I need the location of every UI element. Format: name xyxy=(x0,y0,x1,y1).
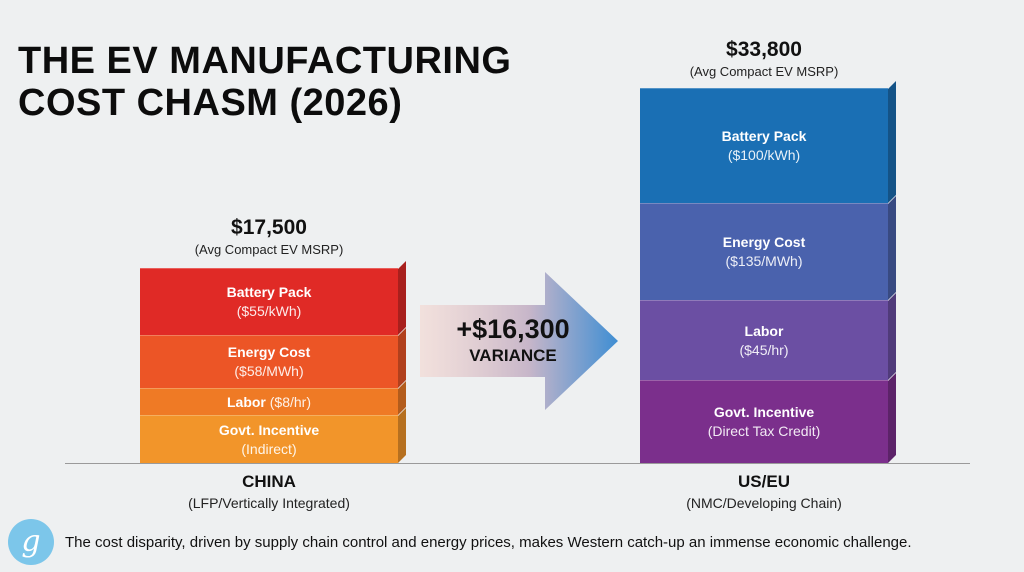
useu-stack: Battery Pack ($100/kWh) Energy Cost ($135/M… xyxy=(640,81,896,463)
category-useu-label: US/EU xyxy=(738,472,790,491)
segment-side xyxy=(398,261,406,335)
segment-name: Labor xyxy=(226,393,266,410)
segment-name: Energy Cost xyxy=(227,344,311,360)
segment-labor: Labor ($8/hr) xyxy=(140,381,406,415)
segment-battery-pack: Battery Pack ($100/kWh) xyxy=(640,81,896,203)
useu-total: $33,800 (Avg Compact EV MSRP) xyxy=(640,38,888,79)
segment-detail: ($100/kWh) xyxy=(727,147,801,163)
segment-name: Battery Pack xyxy=(721,128,807,144)
segment-side xyxy=(888,293,896,380)
segment-side xyxy=(888,81,896,203)
segment-detail: ($45/hr) xyxy=(739,341,789,358)
script-g-logo-icon: g xyxy=(8,519,54,565)
segment-govt-incentive: Govt. Incentive (Direct Tax Credit) xyxy=(640,373,896,463)
category-china-subtitle: (LFP/Vertically Integrated) xyxy=(188,495,350,511)
variance-label: +$16,300 VARIANCE xyxy=(438,314,588,366)
segment-detail: ($135/MWh) xyxy=(725,253,803,269)
segment-detail: (Direct Tax Credit) xyxy=(707,423,821,439)
segment-detail: ($55/kWh) xyxy=(236,303,302,319)
segment-battery-pack: Battery Pack ($55/kWh) xyxy=(140,261,406,335)
segment-side xyxy=(888,373,896,463)
segment-detail: ($8/hr) xyxy=(269,393,311,410)
page-title: THE EV MANUFACTURING COST CHASM (2026) xyxy=(18,40,511,124)
china-stack: Battery Pack ($55/kWh) Energy Cost ($58/MWh… xyxy=(140,261,406,463)
variance-arrow xyxy=(420,272,618,410)
caption: The cost disparity, driven by supply cha… xyxy=(65,534,912,551)
variance-amount: +$16,300 xyxy=(456,314,570,344)
useu-total-value: $33,800 xyxy=(726,38,802,61)
segment-side xyxy=(888,196,896,300)
segment-energy-cost: Energy Cost ($135/MWh) xyxy=(640,196,896,300)
segment-detail: (Indirect) xyxy=(241,440,297,457)
segment-labor: Labor ($45/hr) xyxy=(640,293,896,380)
segment-name: Battery Pack xyxy=(226,284,312,300)
category-useu: US/EU (NMC/Developing Chain) xyxy=(640,472,888,511)
china-total: $17,500 (Avg Compact EV MSRP) xyxy=(140,216,398,257)
category-china-label: CHINA xyxy=(242,472,296,491)
segment-energy-cost: Energy Cost ($58/MWh) xyxy=(140,328,406,388)
segment-detail: ($58/MWh) xyxy=(234,363,304,379)
segment-side xyxy=(398,408,406,463)
variance-text: VARIANCE xyxy=(469,346,557,365)
category-china: CHINA (LFP/Vertically Integrated) xyxy=(140,472,398,511)
segment-govt-incentive: Govt. Incentive (Indirect) xyxy=(140,408,406,463)
category-useu-subtitle: (NMC/Developing Chain) xyxy=(686,495,842,511)
segment-name: Energy Cost xyxy=(722,234,806,250)
segment-side xyxy=(398,328,406,388)
useu-total-sublabel: (Avg Compact EV MSRP) xyxy=(689,64,839,79)
baseline xyxy=(65,463,970,464)
china-total-value: $17,500 xyxy=(231,216,307,239)
segment-name: Labor xyxy=(744,322,784,339)
variance-arrow-shape xyxy=(420,272,618,410)
title-line-1: THE EV MANUFACTURING xyxy=(18,40,512,82)
title-line-2: COST CHASM (2026) xyxy=(18,82,403,124)
china-total-sublabel: (Avg Compact EV MSRP) xyxy=(194,242,344,257)
segment-name: Govt. Incentive xyxy=(713,404,815,420)
segment-name: Govt. Incentive xyxy=(218,421,320,438)
